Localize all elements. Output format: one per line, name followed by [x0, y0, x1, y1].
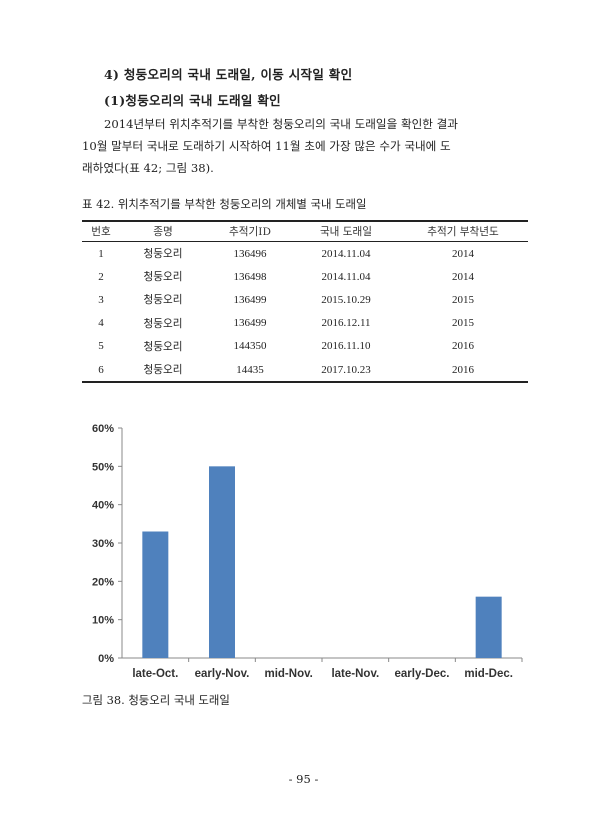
- y-tick-label: 60%: [92, 423, 114, 435]
- bar: [142, 531, 169, 658]
- y-tick-label: 40%: [92, 500, 114, 512]
- cell-number: 5: [98, 340, 104, 353]
- cell-attach-year: 2016: [452, 340, 474, 353]
- cell-number: 6: [98, 363, 104, 376]
- cell-tracker-id: 136499: [233, 317, 267, 330]
- col-header-species: 종명: [153, 226, 173, 238]
- bar: [475, 596, 502, 658]
- table-row: 6 청둥오리 14435 2017.10.23 2016: [82, 358, 528, 383]
- cell-attach-year: 2014: [452, 270, 474, 283]
- cell-tracker-id: 136498: [233, 270, 267, 283]
- cell-species: 청둥오리: [143, 340, 183, 353]
- y-tick-label: 10%: [92, 615, 114, 627]
- cell-species: 청둥오리: [143, 248, 183, 261]
- cell-arrival-date: 2014.11.04: [321, 247, 371, 260]
- col-header-number: 번호: [91, 226, 111, 238]
- x-tick-label: late-Nov.: [331, 668, 379, 680]
- table-row: 2 청둥오리 136498 2014.11.04 2014: [82, 265, 528, 288]
- cell-species: 청둥오리: [143, 271, 183, 284]
- table-row: 1 청둥오리 136496 2014.11.04 2014: [82, 242, 528, 266]
- y-tick-label: 0%: [98, 653, 114, 665]
- cell-tracker-id: 144350: [233, 340, 267, 353]
- x-tick-label: mid-Nov.: [264, 668, 312, 680]
- y-tick-label: 20%: [92, 576, 114, 588]
- cell-species: 청둥오리: [143, 294, 183, 307]
- cell-species: 청둥오리: [143, 317, 183, 330]
- cell-arrival-date: 2016.11.10: [321, 340, 371, 353]
- table-row: 4 청둥오리 136499 2016.12.11 2015: [82, 312, 528, 335]
- cell-attach-year: 2016: [452, 363, 474, 376]
- cell-arrival-date: 2016.12.11: [321, 317, 371, 330]
- table-row: 5 청둥오리 144350 2016.11.10 2016: [82, 335, 528, 358]
- col-header-attach-year: 추적기 부착년도: [427, 226, 499, 238]
- cell-number: 2: [98, 270, 104, 283]
- table-caption: 표 42. 위치추적기를 부착한 청둥오리의 개체별 국내 도래일: [82, 197, 367, 211]
- cell-tracker-id: 14435: [236, 363, 264, 376]
- arrival-table: 번호 종명 추적기ID 국내 도래일 추적기 부착년도 1 청둥오리 13649…: [82, 220, 528, 383]
- cell-species: 청둥오리: [143, 364, 183, 377]
- figure-caption: 그림 38. 청둥오리 국내 도래일: [82, 693, 230, 707]
- cell-attach-year: 2015: [452, 293, 474, 306]
- cell-arrival-date: 2015.10.29: [321, 293, 371, 306]
- cell-arrival-date: 2014.11.04: [321, 270, 371, 283]
- paragraph-line: 2014년부터 위치추적기를 부착한 청둥오리의 국내 도래일을 확인한 결과: [104, 117, 458, 131]
- x-tick-label: early-Dec.: [395, 668, 450, 680]
- paragraph-line: 래하였다(표 42; 그림 38).: [82, 161, 214, 175]
- body-paragraph: 2014년부터 위치추적기를 부착한 청둥오리의 국내 도래일을 확인한 결과 …: [82, 113, 528, 179]
- table-header-row: 번호 종명 추적기ID 국내 도래일 추적기 부착년도: [82, 221, 528, 242]
- section-heading: 4) 청둥오리의 국내 도래일, 이동 시작일 확인: [104, 67, 353, 82]
- arrival-bar-chart: 0% 10% 20% 30% 40% 50% 60% late-Oct. early-Nov. m…: [92, 423, 523, 680]
- cell-tracker-id: 136496: [233, 247, 267, 260]
- cell-attach-year: 2014: [452, 247, 474, 260]
- subsection-heading: (1)청둥오리의 국내 도래일 확인: [104, 93, 281, 108]
- cell-arrival-date: 2017.10.23: [321, 363, 371, 376]
- table-row: 3 청둥오리 136499 2015.10.29 2015: [82, 288, 528, 311]
- cell-number: 1: [98, 247, 104, 260]
- col-header-tracker-id: 추적기ID: [229, 226, 271, 238]
- paragraph-line: 10월 말부터 국내로 도래하기 시작하여 11월 초에 가장 많은 수가 국내…: [82, 139, 451, 153]
- cell-number: 4: [98, 317, 104, 330]
- cell-tracker-id: 136499: [233, 293, 267, 306]
- col-header-arrival-date: 국내 도래일: [319, 226, 373, 238]
- bar: [209, 466, 235, 658]
- page-number: - 95 -: [288, 772, 319, 786]
- x-tick-label: early-Nov.: [195, 668, 250, 680]
- cell-number: 3: [98, 293, 104, 306]
- cell-attach-year: 2015: [452, 317, 474, 330]
- y-tick-label: 30%: [92, 538, 114, 550]
- x-tick-label: mid-Dec.: [464, 668, 513, 680]
- y-tick-label: 50%: [92, 461, 114, 473]
- x-tick-label: late-Oct.: [132, 668, 178, 680]
